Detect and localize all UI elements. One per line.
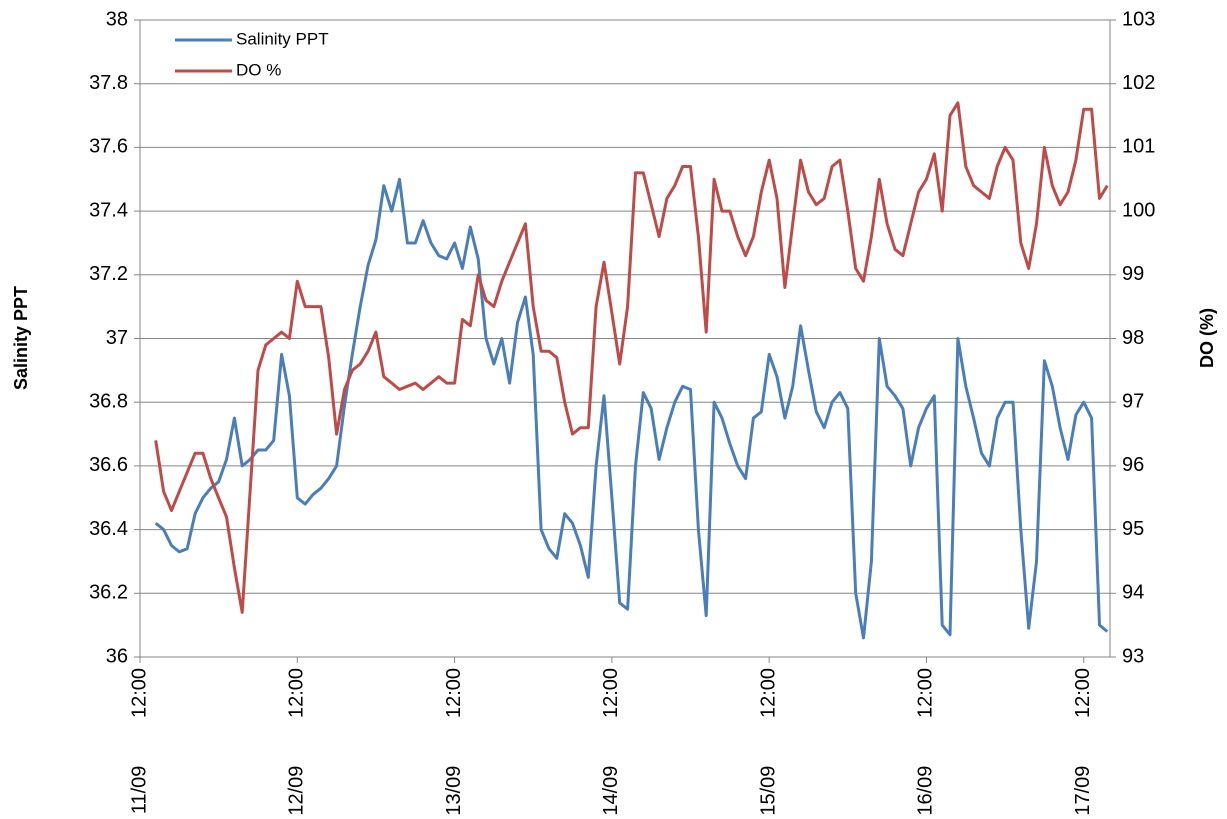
y-axis-title: Salinity PPT: [11, 286, 31, 390]
y-tick-label: 36.4: [89, 518, 128, 540]
y-tick-label: 36: [106, 645, 128, 667]
y2-tick-label: 101: [1122, 136, 1155, 158]
series-line: [154, 101, 1109, 614]
y-tick-label: 37: [106, 327, 128, 349]
y-tick-label: 38: [106, 8, 128, 30]
y2-tick-label: 97: [1122, 390, 1144, 412]
y-tick-label: 37.2: [89, 263, 128, 285]
legend-label: DO %: [236, 60, 281, 79]
x-tick-label: 15/09 12:00: [757, 668, 779, 816]
x-tick-label: 12/09 12:00: [286, 668, 308, 816]
y2-tick-label: 94: [1122, 582, 1144, 604]
y-tick-label: 36.8: [89, 390, 128, 412]
y2-tick-label: 100: [1122, 199, 1155, 221]
x-tick-label: 13/09 12:00: [443, 668, 465, 816]
y2-tick-label: 102: [1122, 72, 1155, 94]
x-tick-label: 16/09 12:00: [915, 668, 937, 816]
y-tick-label: 37.4: [89, 199, 128, 221]
y2-axis-title: DO (%): [1197, 308, 1217, 368]
x-tick-label: 11/09 12:00: [128, 668, 150, 814]
y2-tick-label: 96: [1122, 454, 1144, 476]
y2-tick-label: 93: [1122, 645, 1144, 667]
y-tick-label: 37.8: [89, 72, 128, 94]
y-tick-label: 36.6: [89, 454, 128, 476]
y2-tick-label: 99: [1122, 263, 1144, 285]
y2-tick-label: 95: [1122, 518, 1144, 540]
series-line: [154, 177, 1109, 640]
legend-label: Salinity PPT: [236, 29, 329, 48]
y-tick-label: 37.6: [89, 136, 128, 158]
y-tick-label: 36.2: [89, 582, 128, 604]
x-tick-label: 14/09 12:00: [600, 668, 622, 816]
y2-tick-label: 103: [1122, 8, 1155, 30]
x-tick-label: 17/09 12:00: [1072, 668, 1094, 816]
y2-tick-label: 98: [1122, 327, 1144, 349]
